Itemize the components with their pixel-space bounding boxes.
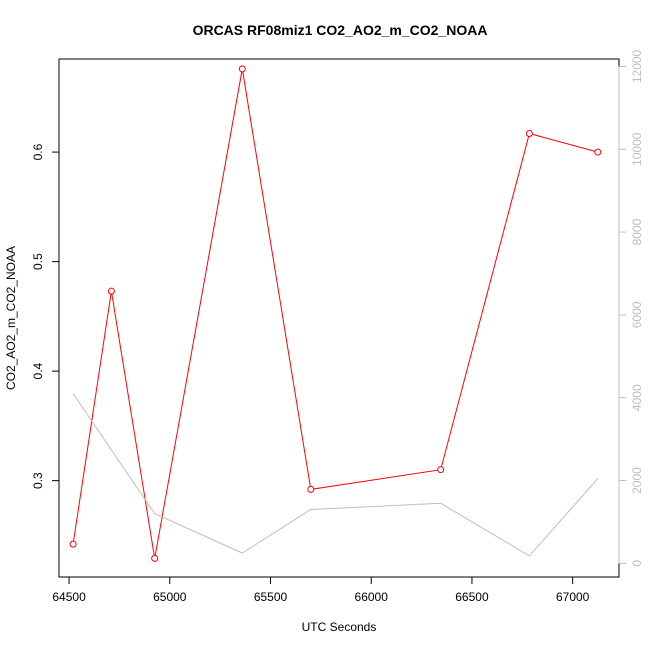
x-axis: 64500 65000 65500 66000 66500 67000 [52,576,590,604]
data-point [525,129,533,137]
y-axis-right: 0 2000 4000 6000 8000 10000 12000 [618,49,644,567]
x-tick-label: 64500 [52,590,86,604]
y-tick-label: 0.6 [31,143,45,160]
data-point [594,148,602,156]
y2-tick-label: 8000 [630,218,644,245]
y-tick-label: 0.4 [31,362,45,379]
chart-title: ORCAS RF08miz1 CO2_AO2_m_CO2_NOAA [193,22,488,38]
y-axis-label: CO2_AO2_m_CO2_NOAA [4,246,18,390]
y-tick-label: 0.3 [31,472,45,489]
y2-tick-label: 4000 [630,384,644,411]
y2-tick-label: 12000 [630,49,644,83]
x-axis-label: UTC Seconds [302,620,377,634]
x-tick-label: 67000 [556,590,590,604]
series-line-0 [72,68,598,559]
x-tick-label: 66500 [455,590,489,604]
data-point [151,554,159,562]
y2-tick-label: 0 [630,560,644,567]
data-point [437,466,445,474]
data-point [107,287,115,295]
y2-tick-label: 6000 [630,301,644,328]
data-point [238,65,246,73]
y2-tick-label: 10000 [630,132,644,166]
plot-area [58,58,620,578]
y2-tick-label: 2000 [630,467,644,494]
data-point [307,485,315,493]
x-tick-label: 65000 [153,590,187,604]
y-axis-left: 0.3 0.4 0.5 0.6 [31,143,60,489]
x-tick-label: 66000 [355,590,389,604]
x-tick-label: 65500 [254,590,288,604]
series-layer [69,65,602,562]
y-tick-label: 0.5 [31,253,45,270]
series-line-1 [72,393,599,557]
data-point [69,540,77,548]
